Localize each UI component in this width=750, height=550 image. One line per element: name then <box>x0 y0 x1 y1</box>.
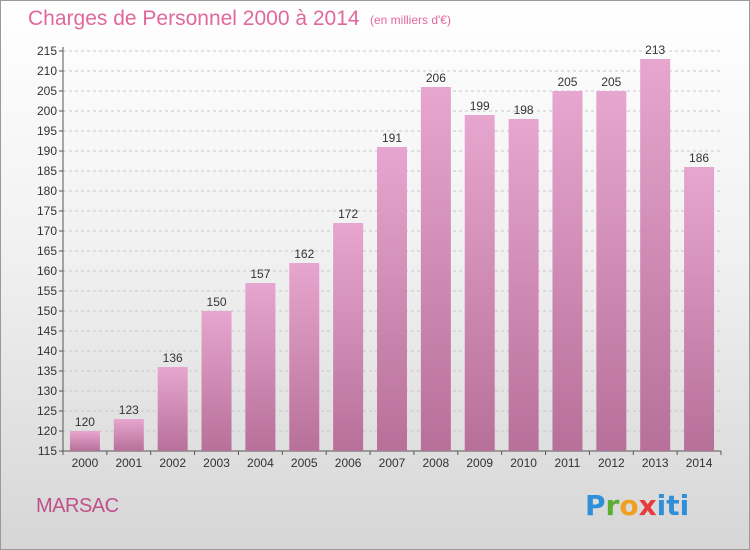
y-tick-label: 185 <box>37 164 57 178</box>
x-tick-label: 2007 <box>379 456 406 470</box>
bar-2004 <box>245 283 276 451</box>
y-tick-label: 175 <box>37 204 57 218</box>
bar-value-label: 191 <box>382 131 402 145</box>
bar-2008 <box>420 87 451 451</box>
bar-value-label: 157 <box>250 267 270 281</box>
y-tick-label: 170 <box>37 224 57 238</box>
bar-2005 <box>289 263 320 451</box>
x-tick-label: 2002 <box>159 456 186 470</box>
y-tick-label: 180 <box>37 184 57 198</box>
bar-value-label: 213 <box>645 43 665 57</box>
bar-2002 <box>157 367 188 451</box>
bar-2000 <box>69 431 100 451</box>
bar-2011 <box>552 91 583 451</box>
y-tick-label: 135 <box>37 364 57 378</box>
x-tick-label: 2001 <box>115 456 142 470</box>
y-tick-label: 120 <box>37 424 57 438</box>
bar-value-label: 186 <box>689 151 709 165</box>
y-tick-label: 160 <box>37 264 57 278</box>
bar-2014 <box>684 167 715 451</box>
bar-2010 <box>508 119 539 451</box>
bar-value-label: 172 <box>338 207 358 221</box>
y-tick-label: 145 <box>37 324 57 338</box>
bar-value-label: 205 <box>601 75 621 89</box>
y-tick-label: 195 <box>37 124 57 138</box>
labels: 115 120 125 130 135 140 145 150 155 160 165 170 175 1… <box>37 43 713 470</box>
bar-value-label: 162 <box>294 247 314 261</box>
x-tick-label: 2009 <box>466 456 493 470</box>
proxiti-logo[interactable]: Proxiti <box>585 489 690 522</box>
chart-title: Charges de Personnel 2000 à 2014 <box>28 7 360 30</box>
chart-subtitle: (en milliers d'€) <box>370 13 451 27</box>
y-tick-label: 165 <box>37 244 57 258</box>
y-tick-label: 200 <box>37 104 57 118</box>
y-tick-label: 205 <box>37 84 57 98</box>
x-tick-label: 2004 <box>247 456 274 470</box>
bar-2003 <box>201 311 232 451</box>
x-tick-label: 2014 <box>686 456 713 470</box>
bar-value-label: 198 <box>514 103 534 117</box>
x-tick-label: 2012 <box>598 456 625 470</box>
y-tick-label: 130 <box>37 384 57 398</box>
y-tick-label: 115 <box>38 444 57 458</box>
y-tick-label: 140 <box>37 344 57 358</box>
bar-value-label: 205 <box>557 75 577 89</box>
bar-value-label: 136 <box>163 351 183 365</box>
x-tick-label: 2006 <box>335 456 362 470</box>
y-tick-label: 210 <box>37 64 57 78</box>
x-tick-label: 2013 <box>642 456 669 470</box>
x-tick-label: 2003 <box>203 456 230 470</box>
bar-2007 <box>377 147 407 451</box>
bar-value-label: 150 <box>207 295 227 309</box>
y-tick-label: 150 <box>37 304 57 318</box>
x-tick-label: 2008 <box>423 456 450 470</box>
bar-2009 <box>464 115 495 451</box>
bar-2012 <box>596 91 627 451</box>
bars <box>69 59 715 451</box>
x-tick-label: 2000 <box>72 456 99 470</box>
bar-2006 <box>333 223 364 451</box>
x-tick-label: 2005 <box>291 456 318 470</box>
y-tick-label: 190 <box>37 144 57 158</box>
city-name: MARSAC <box>36 495 119 517</box>
bar-value-label: 206 <box>426 71 446 85</box>
bar-value-label: 120 <box>75 415 95 429</box>
x-tick-label: 2011 <box>555 456 581 470</box>
bar-2001 <box>113 419 144 451</box>
bar-2013 <box>640 59 671 451</box>
y-tick-label: 125 <box>37 404 57 418</box>
y-tick-label: 155 <box>37 284 57 298</box>
bar-value-label: 199 <box>470 99 490 113</box>
bar-value-label: 123 <box>119 403 139 417</box>
x-tick-label: 2010 <box>510 456 537 470</box>
y-tick-label: 215 <box>37 44 57 58</box>
